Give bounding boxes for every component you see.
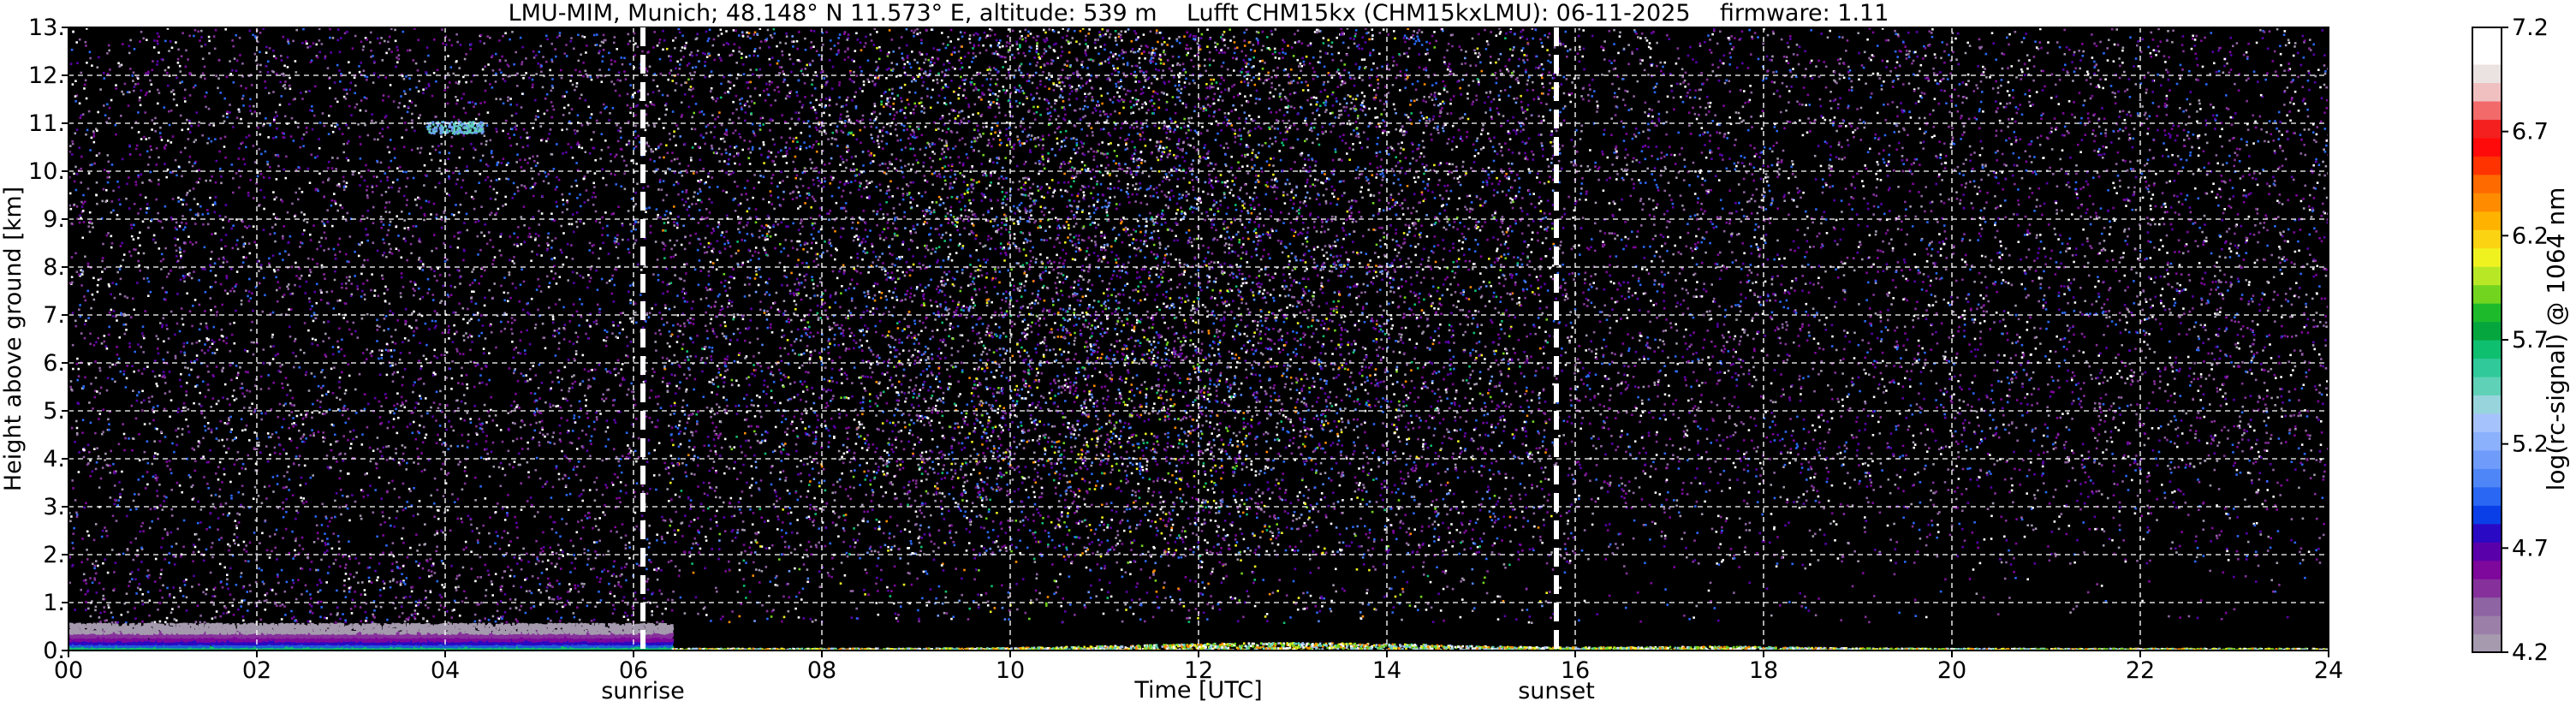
colorbar-segment bbox=[2472, 45, 2502, 64]
colorbar-tick-label: 4.2 bbox=[2512, 639, 2549, 666]
x-tick-label: 20 bbox=[1937, 657, 1966, 684]
x-tick-label: 22 bbox=[2126, 657, 2155, 684]
colorbar-segment bbox=[2472, 634, 2502, 653]
y-tick-label: 13. bbox=[28, 15, 65, 41]
x-tick-label: 02 bbox=[242, 657, 271, 684]
colorbar-tick-label: 6.7 bbox=[2512, 119, 2549, 146]
colorbar-segment bbox=[2472, 450, 2502, 469]
colorbar-segment bbox=[2472, 395, 2502, 413]
colorbar-segment bbox=[2472, 413, 2502, 432]
y-tick-label: 8. bbox=[43, 254, 65, 281]
y-tick-label: 10. bbox=[28, 158, 65, 185]
y-tick-label: 4. bbox=[43, 446, 65, 472]
colorbar-tick-label: 7.2 bbox=[2512, 15, 2549, 41]
colorbar-segment bbox=[2472, 27, 2502, 46]
colorbar-segment bbox=[2472, 358, 2502, 377]
colorbar: 4.24.75.25.76.26.77.2 log(rc-signal) @ 1… bbox=[2472, 15, 2570, 666]
colorbar-label: log(rc-signal) @ 1064 nm bbox=[2542, 187, 2570, 491]
plot-area bbox=[68, 27, 2331, 653]
colorbar-segment bbox=[2472, 138, 2502, 157]
y-tick-label: 6. bbox=[43, 350, 65, 377]
colorbar-segment bbox=[2472, 101, 2502, 120]
colorbar-segment bbox=[2472, 377, 2502, 395]
x-tick-label: 14 bbox=[1372, 657, 1401, 684]
colorbar-segment bbox=[2472, 156, 2502, 175]
x-tick-label: 04 bbox=[431, 657, 460, 684]
colorbar-segment bbox=[2472, 175, 2502, 193]
colorbar-segment bbox=[2472, 229, 2502, 248]
colorbar-segment bbox=[2472, 505, 2502, 524]
x-tick-label: 24 bbox=[2314, 657, 2343, 684]
colorbar-segment bbox=[2472, 193, 2502, 211]
y-tick-label: 3. bbox=[43, 494, 65, 520]
chart-title: LMU-MIM, Munich; 48.148° N 11.573° E, al… bbox=[509, 0, 1889, 27]
colorbar-segment bbox=[2472, 542, 2502, 561]
colorbar-segment bbox=[2472, 266, 2502, 285]
colorbar-segment bbox=[2472, 64, 2502, 83]
x-tick-label: 06 bbox=[619, 657, 648, 684]
y-tick-label: 0. bbox=[43, 638, 65, 664]
y-tick-label: 7. bbox=[43, 302, 65, 329]
y-tick-label: 11. bbox=[28, 110, 65, 137]
colorbar-segment bbox=[2472, 340, 2502, 359]
colorbar-segment bbox=[2472, 322, 2502, 341]
colorbar-segment bbox=[2472, 487, 2502, 506]
y-tick-label: 12. bbox=[28, 62, 65, 89]
colorbar-segment bbox=[2472, 579, 2502, 597]
colorbar-segment bbox=[2472, 524, 2502, 543]
x-tick-label: 18 bbox=[1749, 657, 1778, 684]
colorbar-segment bbox=[2472, 211, 2502, 230]
x-axis-label: Time [UTC] bbox=[1133, 677, 1262, 704]
colorbar-segment bbox=[2472, 248, 2502, 267]
y-tick-label: 1. bbox=[43, 590, 65, 616]
colorbar-segment bbox=[2472, 82, 2502, 101]
colorbar-segment bbox=[2472, 285, 2502, 304]
y-tick-label: 2. bbox=[43, 542, 65, 568]
y-tick-label: 9. bbox=[43, 206, 65, 233]
colorbar-segment bbox=[2472, 597, 2502, 616]
colorbar-segment bbox=[2472, 561, 2502, 579]
colorbar-tick-label: 4.7 bbox=[2512, 535, 2549, 561]
x-tick-label: 08 bbox=[807, 657, 836, 684]
colorbar-segment bbox=[2472, 303, 2502, 322]
colorbar-segments bbox=[2472, 27, 2502, 653]
colorbar-segment bbox=[2472, 468, 2502, 487]
x-tick-label: 10 bbox=[996, 657, 1025, 684]
y-axis-label: Height above ground [km] bbox=[0, 187, 27, 491]
x-tick-label: 16 bbox=[1561, 657, 1590, 684]
colorbar-segment bbox=[2472, 119, 2502, 138]
colorbar-segment bbox=[2472, 615, 2502, 634]
colorbar-segment bbox=[2472, 431, 2502, 450]
y-tick-label: 5. bbox=[43, 398, 65, 425]
y-axis-ticks: 0. 1. 2. 3. 4. 5. 6. 7. 8. 9. 10. 11. 12. 13. bbox=[28, 15, 68, 664]
